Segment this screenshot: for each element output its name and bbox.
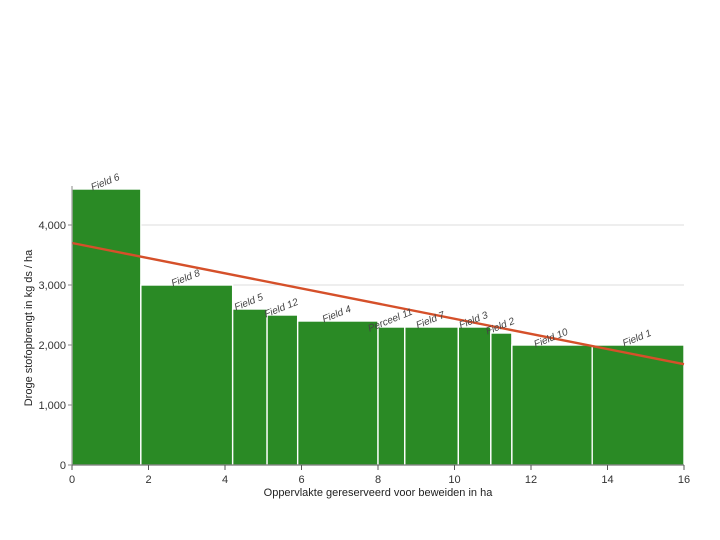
- x-tick-label: 2: [145, 474, 151, 486]
- bar-11: [591, 344, 685, 466]
- x-tick-label: 4: [222, 474, 228, 486]
- y-tick-label: 3,000: [38, 280, 66, 292]
- x-tick-label: 14: [601, 474, 613, 486]
- x-tick-labels: 0 2 4 6 8 10 12 14 16: [69, 474, 690, 486]
- bar-6: [377, 326, 406, 466]
- bar-4: [266, 314, 299, 466]
- bar-1: [71, 188, 142, 466]
- bar-3: [231, 308, 268, 466]
- x-tick-label: 6: [298, 474, 304, 486]
- x-tick-label: 10: [448, 474, 460, 486]
- y-tick-label: 2,000: [38, 340, 66, 352]
- y-axis-title: Droge stofopbrengt in kg ds / ha: [23, 249, 35, 406]
- y-tick-label: 1,000: [38, 400, 66, 412]
- bar-7: [404, 326, 460, 466]
- trend-line-group: [71, 241, 685, 366]
- y-tick-label: 4,000: [38, 220, 66, 232]
- x-tick-label: 8: [375, 474, 381, 486]
- x-tick-label: 16: [678, 474, 690, 486]
- bar-5: [296, 320, 379, 466]
- x-tick-label: 12: [525, 474, 537, 486]
- trend-line: [71, 241, 685, 366]
- x-axis-title: Oppervlakte gereserveerd voor beweiden i…: [264, 487, 494, 499]
- bar-9: [490, 332, 513, 466]
- x-tick-label: 0: [69, 474, 75, 486]
- bar-2: [140, 284, 234, 466]
- bar-8: [457, 326, 492, 466]
- y-tick-label: 0: [60, 460, 66, 472]
- y-tick-labels: 0 1,000 2,000 3,000 4,000: [38, 220, 66, 472]
- bar-10: [511, 344, 593, 466]
- axes: [68, 186, 685, 470]
